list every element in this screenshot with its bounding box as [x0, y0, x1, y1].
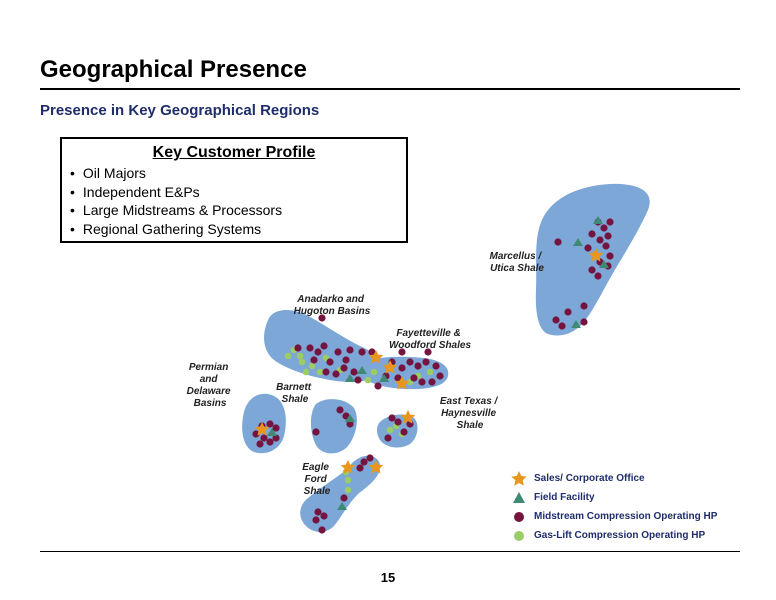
- profile-item-gathering: Regional Gathering Systems: [70, 220, 406, 239]
- label-east-texas: East Texas / Haynesville Shale: [440, 396, 500, 431]
- profile-item-independent: Independent E&Ps: [70, 183, 406, 202]
- label-barnett: Barnett Shale: [276, 382, 314, 405]
- label-eagle-ford: Eagle Ford Shale: [302, 462, 331, 497]
- legend-label-gaslift: Gas-Lift Compression Operating HP: [534, 530, 706, 541]
- legend-label-sales: Sales/ Corporate Office: [534, 473, 645, 484]
- label-fayetteville: Fayetteville & Woodford Shales: [389, 328, 471, 351]
- star-icon: [511, 471, 527, 486]
- label-anadarko: Anadarko and Hugoton Basins: [294, 294, 371, 317]
- field-markers: [267, 216, 609, 510]
- key-customer-profile-box: Key Customer Profile Oil Majors Independ…: [60, 137, 408, 243]
- title-divider: [40, 88, 740, 90]
- page-title: Geographical Presence: [40, 56, 307, 83]
- green-dot-icon: [514, 531, 524, 541]
- profile-title: Key Customer Profile: [152, 144, 316, 161]
- sales-markers: [254, 248, 604, 474]
- profile-item-oil-majors: Oil Majors: [70, 164, 406, 183]
- section-subtitle: Presence in Key Geographical Regions: [40, 102, 320, 119]
- midstream-markers: [252, 218, 614, 534]
- footer-divider: [40, 551, 740, 552]
- page-number: 15: [380, 570, 396, 585]
- label-permian: Permian and Delaware Basins: [187, 362, 234, 409]
- maroon-dot-icon: [514, 512, 524, 522]
- triangle-icon: [513, 492, 525, 503]
- legend-label-midstream: Midstream Compression Operating HP: [534, 511, 718, 522]
- legend-label-field: Field Facility: [534, 492, 595, 503]
- label-marcellus: Marcellus / Utica Shale: [490, 251, 545, 274]
- profile-item-midstreams: Large Midstreams & Processors: [70, 201, 406, 220]
- profile-list: Oil Majors Independent E&Ps Large Midstr…: [62, 164, 406, 238]
